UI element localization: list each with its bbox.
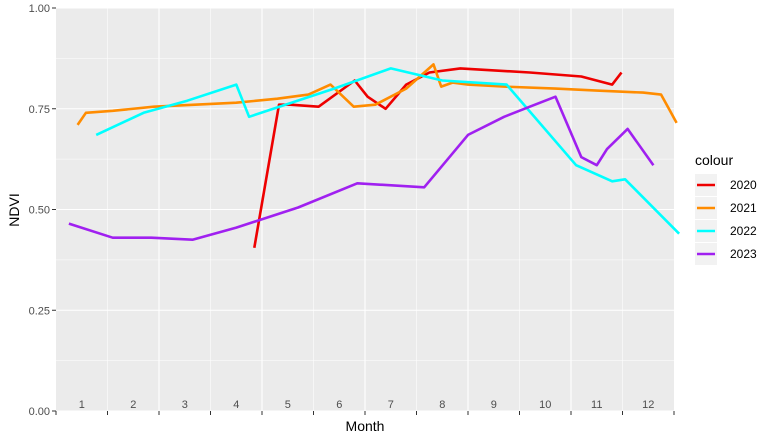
month-label: 10 (539, 399, 551, 411)
x-axis (55, 411, 675, 415)
legend-label-2023: 2023 (730, 247, 757, 261)
month-label: 4 (233, 399, 239, 411)
y-tick-label: 0.75 (29, 104, 50, 116)
month-label: 6 (336, 399, 342, 411)
series-line-2021 (76, 63, 678, 126)
month-label: 8 (439, 399, 445, 411)
month-label: 9 (491, 399, 497, 411)
y-tick-label: 0.00 (29, 406, 50, 418)
series-lines (68, 63, 681, 249)
month-label: 3 (182, 399, 188, 411)
series-line-2022 (95, 67, 681, 235)
y-tick-label: 0.50 (29, 205, 50, 217)
month-label: 2 (130, 399, 136, 411)
x-axis-title: Month (346, 418, 385, 434)
y-tick-label: 0.25 (29, 305, 50, 317)
legend-label-2022: 2022 (730, 224, 757, 238)
legend-label-2020: 2020 (730, 178, 757, 192)
legend: colour 2020 2021 2022 2023 (695, 152, 757, 265)
month-label: 7 (388, 399, 394, 411)
y-axis: 0.00 0.25 0.50 0.75 1.00 (29, 3, 56, 418)
y-tick-label: 1.00 (29, 3, 50, 15)
month-label: 11 (591, 399, 602, 411)
series-line-2023 (68, 95, 655, 241)
month-label: 5 (285, 399, 291, 411)
y-axis-title: NDVI (6, 193, 22, 226)
legend-title: colour (695, 152, 733, 168)
month-label: 12 (642, 399, 654, 411)
series-line-2020 (253, 67, 623, 249)
month-label: 1 (79, 399, 85, 411)
legend-label-2021: 2021 (730, 201, 757, 215)
month-labels: 1 2 3 4 5 6 7 8 9 10 11 12 (79, 399, 655, 411)
